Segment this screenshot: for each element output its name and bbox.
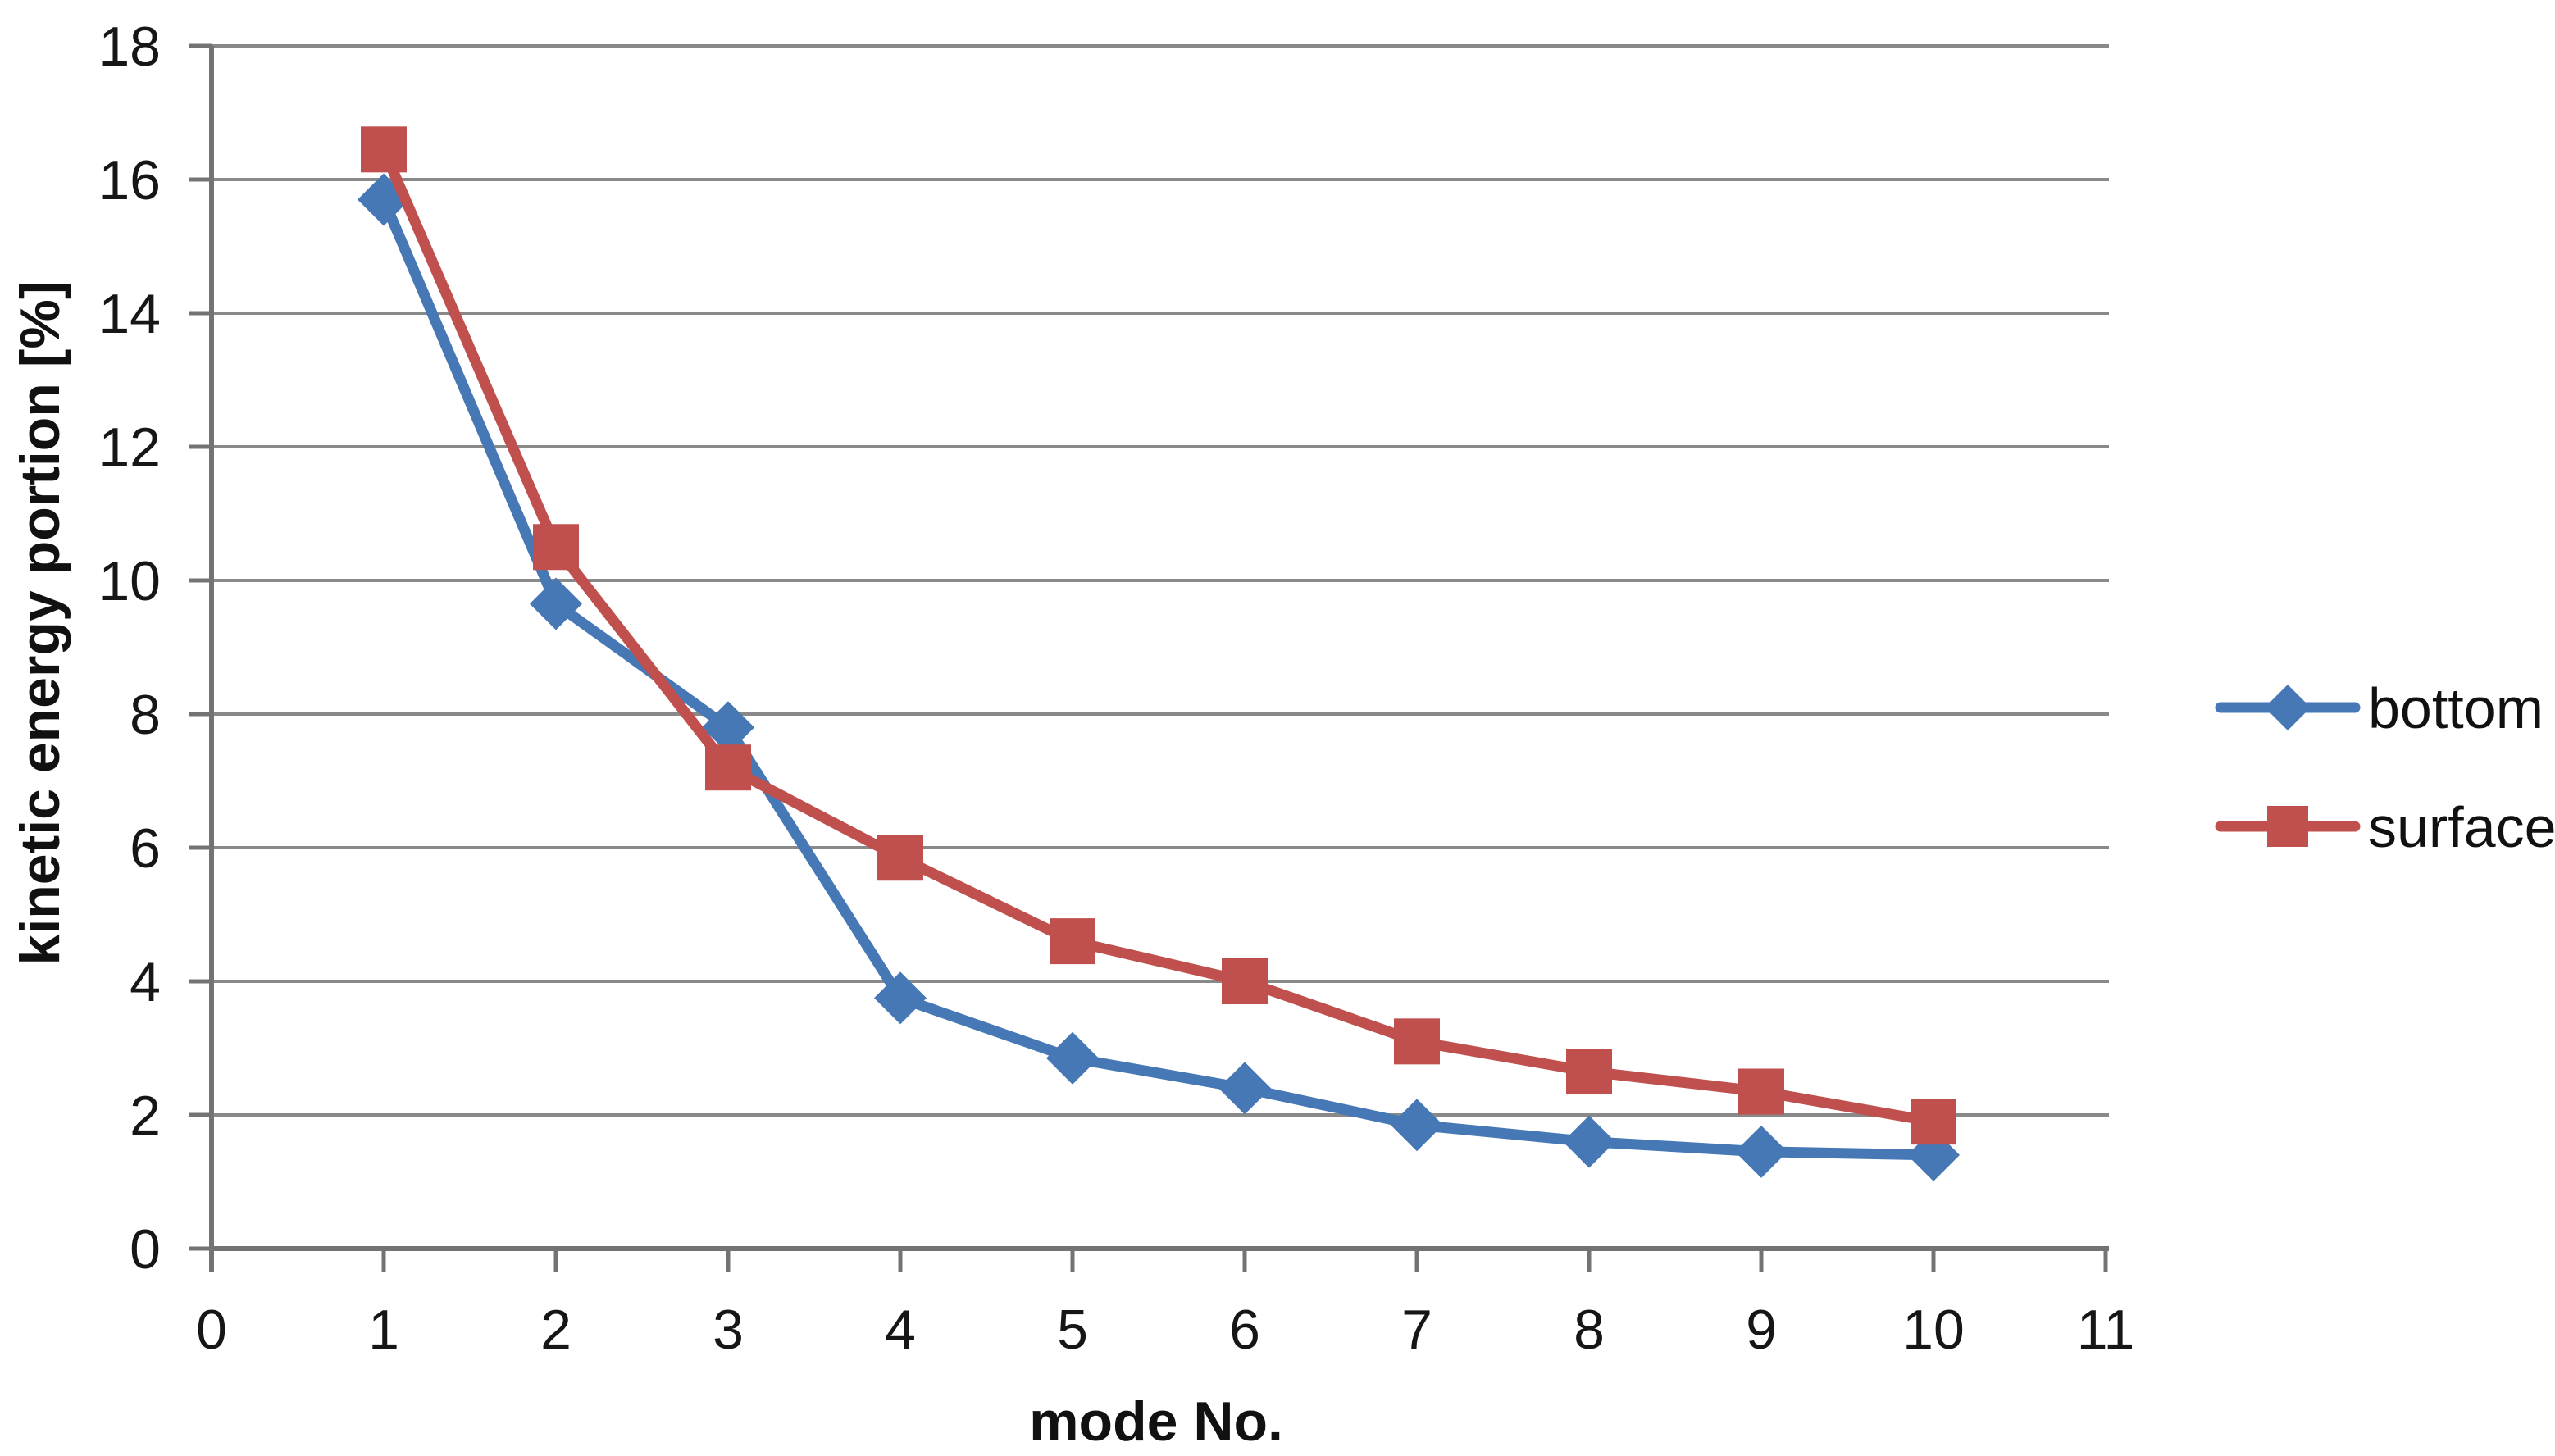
y-tick-label: 18 [98, 16, 161, 78]
data-point-bottom [702, 701, 754, 754]
y-tick-labels: 0 2 4 6 8 10 12 14 16 18 [98, 16, 161, 1281]
x-axis-title: mode No. [1029, 1390, 1283, 1453]
data-point-surface [1738, 1068, 1784, 1115]
axes [189, 43, 2109, 1272]
y-tick-label: 14 [98, 283, 161, 345]
data-point-bottom [530, 577, 582, 630]
y-tick-label: 16 [98, 149, 161, 212]
data-point-bottom [1218, 1062, 1271, 1115]
y-axis-title: kinetic energy portion [%] [9, 281, 71, 966]
data-point-surface [533, 524, 579, 571]
y-tick-label: 10 [98, 550, 161, 612]
x-tick-label: 0 [196, 1299, 227, 1361]
x-tick-label: 4 [885, 1299, 916, 1361]
y-tick-label: 4 [130, 951, 161, 1013]
data-point-surface [1394, 1018, 1440, 1065]
y-tick-label: 2 [130, 1085, 161, 1147]
x-tick-label: 9 [1746, 1299, 1777, 1361]
data-point-surface [1566, 1049, 1612, 1095]
data-point-surface [1911, 1099, 1956, 1145]
x-tick-label: 8 [1574, 1299, 1605, 1361]
legend-label-surface: surface [2368, 795, 2555, 859]
data-point-bottom [874, 971, 927, 1025]
data-point-surface [705, 744, 751, 791]
series-line-bottom [378, 193, 1939, 1161]
series-line-surface [378, 143, 1939, 1127]
series-surface [361, 126, 1956, 1145]
x-tick-label: 7 [1401, 1299, 1432, 1361]
x-tick-label: 6 [1229, 1299, 1260, 1361]
legend-swatches [2215, 685, 2361, 847]
data-point-surface [361, 126, 407, 173]
x-tick-label: 2 [540, 1299, 572, 1361]
y-tick-label: 6 [130, 817, 161, 880]
y-tick-label: 8 [130, 684, 161, 746]
data-point-surface [1222, 958, 1268, 1004]
series-bottom [358, 173, 1960, 1181]
data-point-surface [877, 835, 923, 881]
data-point-bottom [1563, 1115, 1615, 1168]
x-tick-label: 1 [368, 1299, 399, 1361]
legend-marker-bottom [2265, 685, 2311, 730]
series-layer [358, 126, 1960, 1181]
data-point-bottom [1391, 1099, 1443, 1152]
data-point-bottom [1735, 1125, 1788, 1178]
data-point-bottom [1046, 1031, 1099, 1085]
x-tick-label: 5 [1057, 1299, 1088, 1361]
x-tick-label: 11 [2077, 1299, 2135, 1361]
x-tick-label: 10 [1902, 1299, 1965, 1361]
y-tick-label: 0 [130, 1218, 161, 1281]
x-tick-label: 3 [713, 1299, 744, 1361]
legend-label-bottom: bottom [2368, 676, 2544, 740]
legend-marker-surface [2267, 806, 2308, 847]
legend: bottom surface [2368, 676, 2555, 859]
y-tick-label: 12 [98, 416, 161, 479]
data-point-surface [1050, 918, 1095, 965]
gridlines [212, 44, 2109, 1117]
x-tick-labels: 0 1 2 3 4 5 6 7 8 9 10 11 [196, 1299, 2134, 1361]
